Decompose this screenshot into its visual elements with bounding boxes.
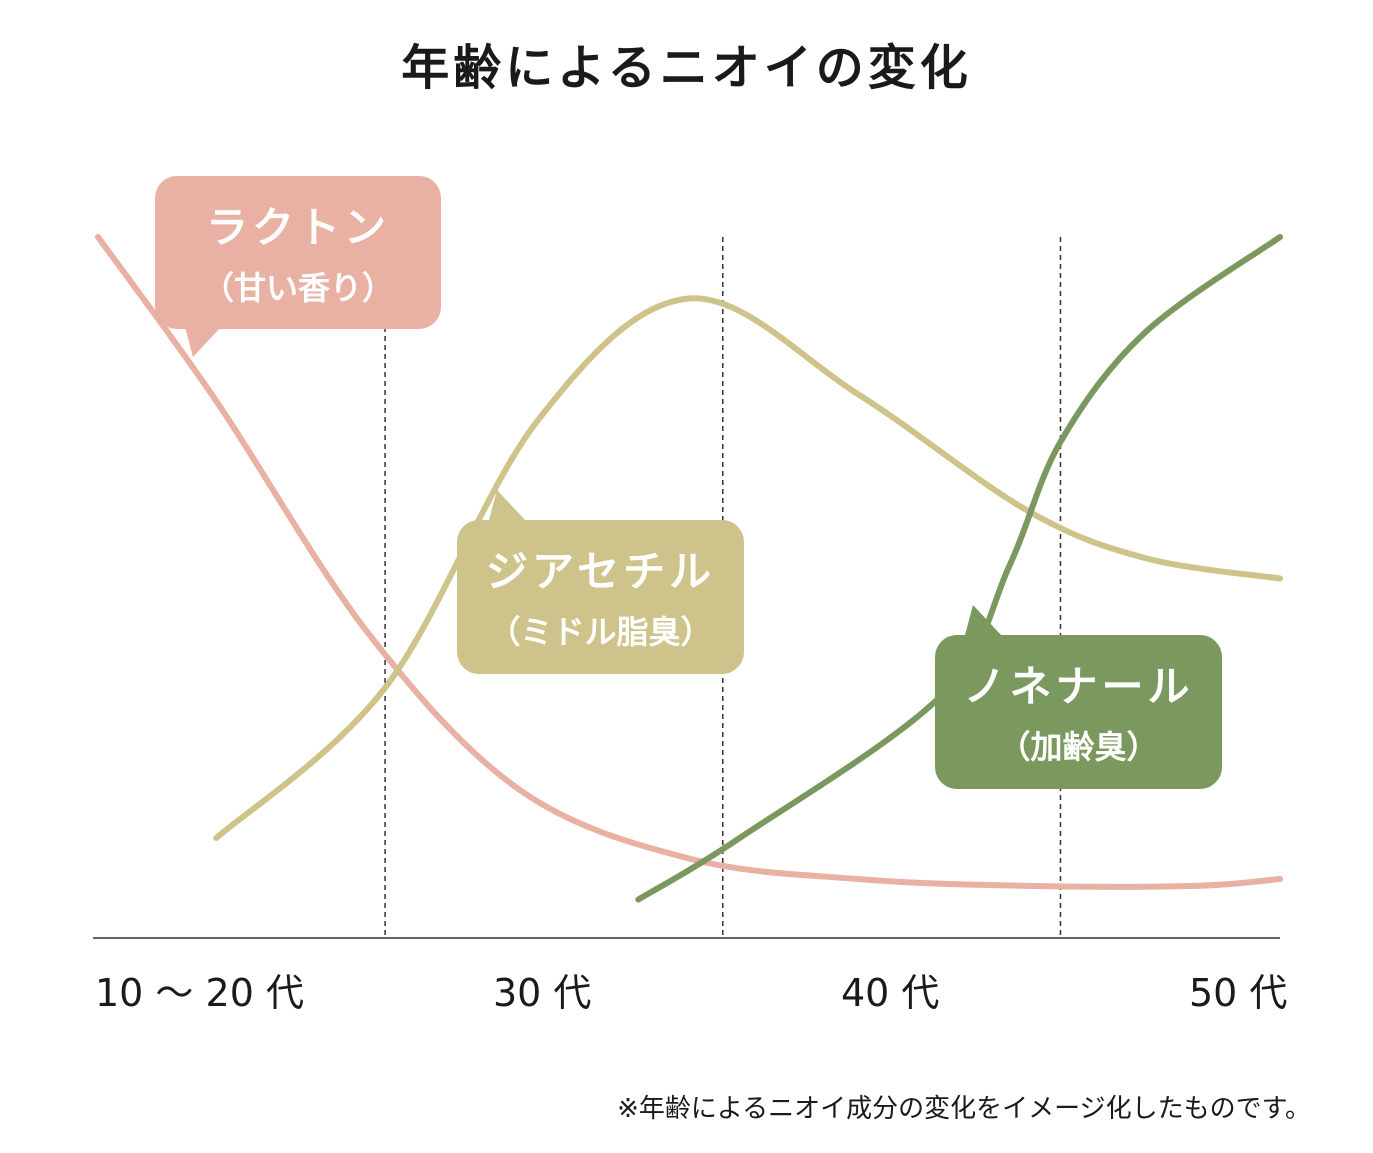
bubble-tail xyxy=(185,327,221,357)
x-tick-label-2: 40 代 xyxy=(841,971,939,1015)
legend-bubble-diacetyl: ジアセチル （ミドル脂臭） xyxy=(457,490,744,674)
series-subtitle-nonenal: （加齢臭） xyxy=(998,728,1159,766)
series-name-diacetyl: ジアセチル xyxy=(485,547,716,596)
chart-title: 年齢によるニオイの変化 xyxy=(401,40,972,96)
bubble-tail xyxy=(965,605,1001,635)
x-tick-labels: 10 ～ 20 代 30 代 40 代 50 代 xyxy=(95,971,1287,1015)
series-line-lactone xyxy=(95,234,1283,890)
series-name-nonenal: ノネナール xyxy=(963,662,1194,711)
series-name-lactone: ラクトン xyxy=(205,203,390,252)
footnote: ※年齢によるニオイ成分の変化をイメージ化したものです。 xyxy=(617,1094,1311,1124)
series-subtitle-diacetyl: （ミドル脂臭） xyxy=(488,613,713,651)
bubble-tail xyxy=(489,490,525,520)
x-tick-label-1: 30 代 xyxy=(493,971,591,1015)
series-line-diacetyl xyxy=(213,295,1283,842)
series-line-nonenal xyxy=(635,234,1283,903)
series-lines xyxy=(95,234,1283,903)
series-subtitle-lactone: （甘い香り） xyxy=(201,269,394,307)
legend-bubble-lactone: ラクトン （甘い香り） xyxy=(155,176,441,357)
legend-bubble-nonenal: ノネナール （加齢臭） xyxy=(935,605,1222,789)
x-tick-label-3: 50 代 xyxy=(1189,971,1287,1015)
x-tick-label-0: 10 ～ 20 代 xyxy=(95,971,304,1015)
